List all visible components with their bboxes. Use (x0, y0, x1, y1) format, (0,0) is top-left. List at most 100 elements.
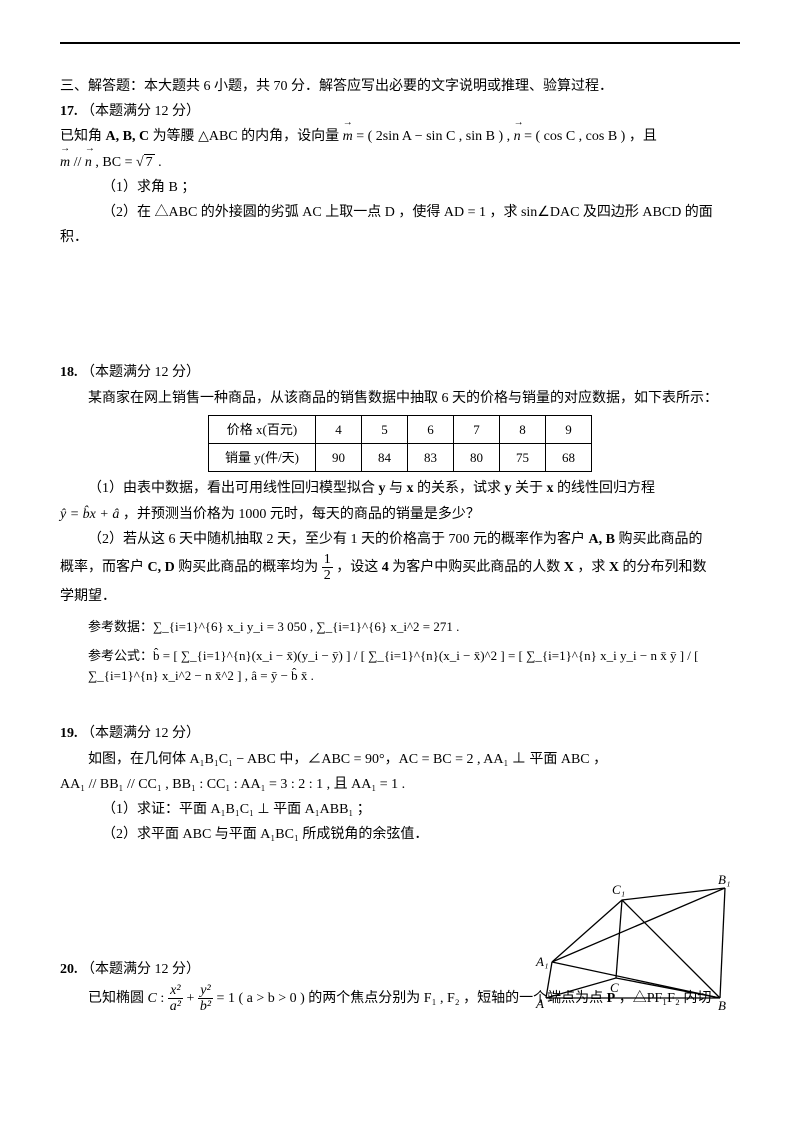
q18-pts: （本题满分 12 分） (81, 365, 200, 380)
q18-p2-l3: 学期望． (60, 584, 740, 609)
ref-formula: 参考公式：b̂ = [ ∑_{i=1}^{n}(x_i − x̄)(y_i − … (60, 646, 740, 685)
spacer (60, 250, 740, 360)
X: X (609, 560, 619, 575)
lbl-A: A (535, 996, 544, 1011)
cell: 83 (408, 444, 454, 472)
q18-p1-l2: ŷ = b̂x + â ，并预测当价格为 1000 元时，每天的商品的销量是多少… (60, 502, 740, 527)
lbl-A1: A₁ (535, 954, 548, 969)
cell: 4 (316, 415, 362, 443)
parallel: // (74, 155, 85, 170)
q17-part1: （1）求角 B ； (60, 175, 740, 200)
dot: . (158, 155, 162, 170)
n: x² (168, 983, 183, 999)
q19: 19. （本题满分 12 分） (60, 721, 740, 746)
vec-m2: m (60, 155, 70, 170)
vec-n2: n (85, 155, 92, 170)
vec-n: n (514, 129, 521, 144)
den: 2 (322, 568, 333, 583)
lbl-C1: C₁ (612, 882, 625, 897)
cell: 6 (408, 415, 454, 443)
t: 购买此商品的 (618, 532, 702, 547)
colon: : (160, 991, 167, 1006)
cell: 5 (362, 415, 408, 443)
t: 的分布列和数 (622, 560, 706, 575)
q19-pts: （本题满分 12 分） (81, 726, 200, 741)
x: x (547, 481, 554, 496)
abc: A, B, C (106, 129, 150, 144)
d: b² (198, 999, 213, 1014)
vec-m: m (343, 129, 353, 144)
q17-part2: （2）在 △ABC 的外接圆的劣弧 AC 上取一点 D ，使得 AD = 1 ，… (60, 200, 740, 225)
t: 为客户中购买此商品的人数 (392, 560, 564, 575)
section-heading: 三、解答题：本大题共 6 小题，共 70 分．解答应写出必要的文字说明或推理、验… (60, 74, 740, 99)
q17: 17. （本题满分 12 分） (60, 99, 740, 124)
cd: C, D (148, 560, 175, 575)
reg-eq: ŷ = b̂x + â (60, 507, 119, 522)
cell: 68 (546, 444, 592, 472)
cell: 80 (454, 444, 500, 472)
cell: 8 (500, 415, 546, 443)
q18-table: 价格 x(百元) 4 5 6 7 8 9 销量 y(件/天) 90 84 83 … (208, 415, 592, 473)
t: ，求 (577, 560, 609, 575)
lbl-B1: B₁ (718, 872, 730, 887)
ab: A, B (589, 532, 615, 547)
eq: = ( cos C , cos B ) ，且 (524, 129, 657, 144)
q18-p2-l1: （2）若从这 6 天中随机抽取 2 天，至少有 1 天的价格高于 700 元的概… (60, 527, 740, 552)
4: 4 (382, 560, 389, 575)
q19-l1: 如图，在几何体 A₁B₁C₁ − ABC 中，∠ABC = 90°，AC = B… (60, 747, 740, 772)
q18-intro: 某商家在网上销售一种商品，从该商品的销售数据中抽取 6 天的价格与销量的对应数据… (60, 386, 740, 411)
t: 概率，而客户 (60, 560, 148, 575)
t: （1）由表中数据，看出可用线性回归模型拟合 (88, 481, 379, 496)
q18-p2-l2: 概率，而客户 C, D 购买此商品的概率均为 12 ，设这 4 为客户中购买此商… (60, 552, 740, 584)
cell: 价格 x(百元) (208, 415, 315, 443)
q20-pts: （本题满分 12 分） (81, 962, 200, 977)
t: 与 (389, 481, 407, 496)
C: C (148, 991, 157, 1006)
q17-num: 17. (60, 104, 78, 119)
text: 的内角，设向量 (241, 129, 343, 144)
table-row: 销量 y(件/天) 90 84 83 80 75 68 (208, 444, 591, 472)
spacer (60, 685, 740, 721)
root7: 7 (144, 154, 155, 170)
q19-num: 19. (60, 726, 78, 741)
t: ，并预测当价格为 1000 元时，每天的商品的销量是多少？ (123, 507, 480, 522)
q19-figure: A₁ C₁ B₁ A C B (530, 870, 730, 1020)
bc: , BC = (95, 155, 136, 170)
q17-line2: →m // →n , BC = √7 . (60, 150, 740, 175)
q19-l2: AA₁ // BB₁ // CC₁ , BB₁ : CC₁ : AA₁ = 3 … (60, 772, 740, 797)
cell: 75 (500, 444, 546, 472)
x: x (407, 481, 414, 496)
t: 的线性回归方程 (557, 481, 655, 496)
text: 为等腰 (153, 129, 199, 144)
cell: 销量 y(件/天) (208, 444, 315, 472)
q18: 18. （本题满分 12 分） (60, 360, 740, 385)
cell: 9 (546, 415, 592, 443)
cond: ( a > b > 0 ) (238, 991, 304, 1006)
X: X (564, 560, 574, 575)
plus: + (186, 991, 197, 1006)
y: y (505, 481, 512, 496)
q19-p1: （1）求证：平面 A₁B₁C₁ ⊥ 平面 A₁ABB₁ ； (60, 797, 740, 822)
table-row: 价格 x(百元) 4 5 6 7 8 9 (208, 415, 591, 443)
t: （2）若从这 6 天中随机抽取 2 天，至少有 1 天的价格高于 700 元的概… (88, 532, 589, 547)
t: ，设这 (336, 560, 382, 575)
tri: △ABC (198, 129, 238, 144)
lbl-C: C (610, 980, 619, 995)
q18-num: 18. (60, 365, 78, 380)
cell: 90 (316, 444, 362, 472)
eq: = ( 2sin A − sin C , sin B ) , (356, 129, 513, 144)
q17-line1: 已知角 A, B, C 为等腰 △ABC 的内角，设向量 →m = ( 2sin… (60, 124, 740, 149)
q17-pts: （本题满分 12 分） (81, 104, 200, 119)
ref-data: 参考数据：∑_{i=1}^{6} x_i y_i = 3 050 , ∑_{i=… (60, 615, 740, 638)
t: 已知椭圆 (88, 991, 148, 1006)
q18-p1-l1: （1）由表中数据，看出可用线性回归模型拟合 y 与 x 的关系，试求 y 关于 … (60, 476, 740, 501)
y: y (379, 481, 386, 496)
cell: 84 (362, 444, 408, 472)
eq1: = 1 (217, 991, 235, 1006)
t: 关于 (515, 481, 547, 496)
d: a² (168, 999, 183, 1014)
n: y² (198, 983, 213, 999)
cell: 7 (454, 415, 500, 443)
t: 的关系，试求 (417, 481, 505, 496)
q19-p2: （2）求平面 ABC 与平面 A₁BC₁ 所成锐角的余弦值． (60, 822, 740, 847)
